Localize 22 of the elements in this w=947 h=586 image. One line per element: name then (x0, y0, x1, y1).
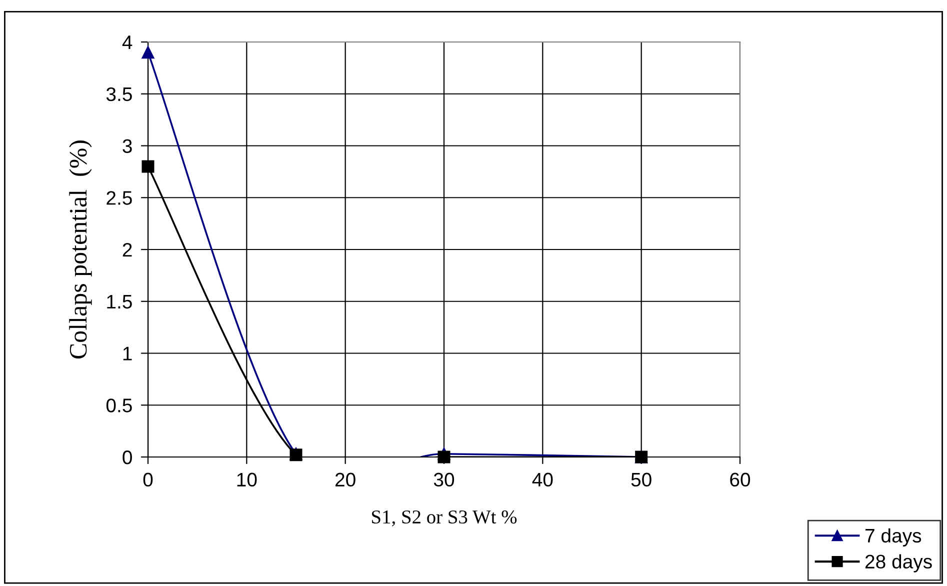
x-tick-label: 60 (730, 472, 750, 487)
x-tick-label: 30 (434, 472, 454, 487)
y-tick-label: 1.5 (107, 295, 132, 309)
point (142, 46, 154, 59)
y-tick-label: 0 (122, 450, 132, 464)
legend-label: 7 days (865, 528, 922, 546)
y-axis-title: Collaps potential (%) (69, 140, 92, 359)
y-tick-label: 0.5 (106, 398, 132, 412)
y-tick-label: 4 (122, 36, 132, 50)
y-tick-label: 2 (122, 242, 132, 257)
x-tick-label: 50 (631, 472, 652, 487)
x-tick-label: 0 (143, 472, 153, 487)
y-tick-label: 1 (123, 346, 132, 360)
y-tick-label: 3.5 (106, 87, 132, 102)
point (142, 160, 154, 173)
x-tick-label: 20 (336, 472, 356, 487)
y-tick-label: 2.5 (106, 191, 132, 205)
x-tick-label: 40 (532, 472, 553, 487)
y-tick-label: 3 (122, 139, 132, 153)
x-tick-label: 10 (237, 472, 257, 487)
x-axis-title: S1, S2 or S3 Wt % (372, 510, 517, 526)
legend-label: 28 days (865, 554, 932, 572)
